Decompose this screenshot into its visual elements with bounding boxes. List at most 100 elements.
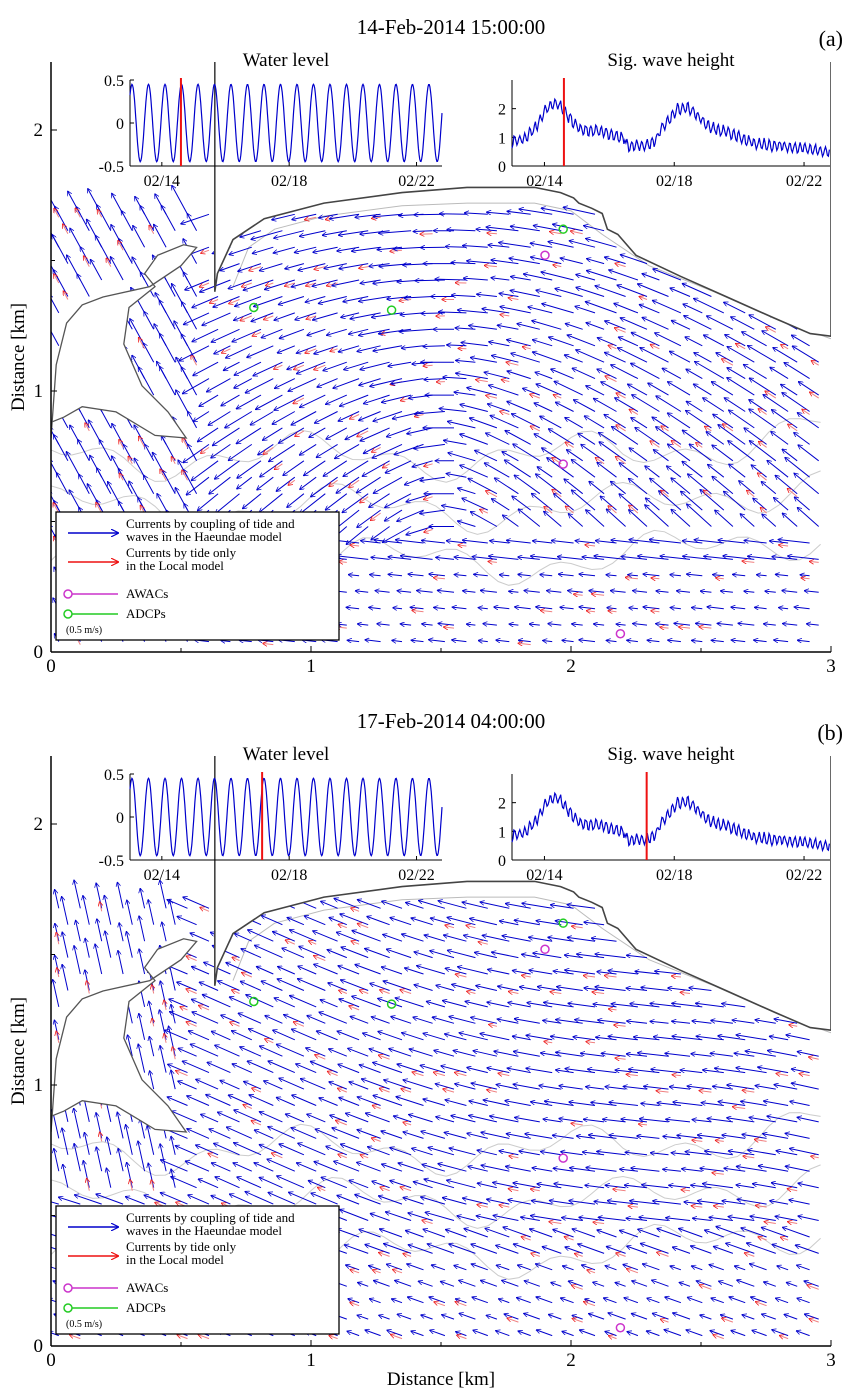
- current-vector: [193, 361, 219, 375]
- current-vector: [553, 1168, 574, 1172]
- tide-vector: [614, 1025, 626, 1026]
- current-vector: [58, 1197, 81, 1205]
- current-vector: [647, 1298, 660, 1304]
- current-vector: [473, 1051, 498, 1057]
- current-vector: [798, 1183, 819, 1189]
- current-vector: [446, 474, 467, 478]
- current-vector: [397, 509, 424, 521]
- tide-vector: [336, 1120, 347, 1126]
- current-vector: [391, 378, 424, 384]
- current-vector: [414, 411, 445, 415]
- current-vector: [394, 443, 424, 454]
- current-vector: [338, 345, 360, 352]
- current-vector: [536, 1330, 553, 1337]
- current-vector: [579, 607, 596, 609]
- tide-vector: [351, 908, 360, 911]
- current-vector: [390, 1181, 412, 1189]
- tide-vector: [522, 975, 531, 977]
- current-vector: [352, 246, 381, 251]
- current-vector: [576, 350, 605, 363]
- current-vector: [744, 428, 767, 445]
- current-vector: [717, 623, 733, 625]
- tide-vector: [699, 627, 712, 628]
- current-vector: [710, 1053, 733, 1057]
- current-vector: [490, 415, 519, 429]
- y-tick-label: 0: [34, 642, 44, 663]
- current-vector: [435, 1084, 455, 1090]
- current-vector: [482, 309, 510, 314]
- current-vector: [470, 919, 498, 926]
- tide-vector: [692, 1140, 703, 1141]
- current-vector: [513, 1084, 540, 1090]
- awac-station: [558, 459, 568, 469]
- current-vector: [412, 1148, 433, 1156]
- current-vector: [332, 279, 360, 286]
- current-vector: [672, 1247, 691, 1254]
- current-vector: [426, 1001, 446, 1008]
- tide-vector: [531, 1253, 540, 1256]
- tide-vector: [499, 1205, 510, 1207]
- current-vector: [339, 999, 360, 1008]
- current-vector: [533, 541, 553, 543]
- current-vector: [54, 1149, 60, 1172]
- current-vector: [502, 936, 531, 942]
- current-vector: [267, 1159, 295, 1172]
- current-vector: [467, 261, 497, 265]
- current-vector: [514, 475, 541, 495]
- current-vector: [523, 274, 553, 281]
- current-vector: [618, 348, 648, 363]
- current-vector: [588, 1069, 617, 1074]
- current-vector: [97, 919, 103, 942]
- tide-vector: [288, 479, 296, 485]
- current-vector: [240, 1047, 262, 1057]
- current-vector: [402, 934, 424, 942]
- current-vector: [297, 361, 326, 374]
- current-vector: [781, 384, 798, 396]
- tide-vector: [199, 282, 210, 287]
- current-vector: [445, 1100, 467, 1106]
- current-vector: [692, 1021, 712, 1023]
- tide-vector: [199, 1005, 210, 1011]
- current-vector: [70, 425, 81, 445]
- current-vector: [237, 460, 262, 478]
- current-vector: [605, 321, 626, 330]
- current-vector: [682, 284, 712, 297]
- tide-vector: [530, 426, 541, 432]
- current-vector: [191, 999, 210, 1008]
- panel-label: (a): [819, 26, 843, 51]
- tide-vector: [434, 578, 445, 579]
- current-vector: [276, 1044, 305, 1057]
- current-vector: [769, 1036, 789, 1041]
- current-vector: [247, 1061, 274, 1074]
- current-vector: [85, 938, 90, 958]
- tide-vector: [615, 1058, 626, 1059]
- current-vector: [378, 1031, 403, 1041]
- current-vector: [758, 1067, 789, 1074]
- current-vector: [207, 1062, 231, 1074]
- current-vector: [373, 213, 403, 217]
- current-vector: [348, 575, 360, 576]
- current-vector: [673, 1102, 703, 1106]
- tide-vector: [608, 1009, 617, 1010]
- current-vector: [438, 1164, 467, 1172]
- current-vector: [463, 278, 488, 280]
- current-vector: [373, 345, 403, 351]
- current-vector: [67, 255, 81, 281]
- current-vector: [74, 880, 81, 909]
- tide-vector: [625, 577, 638, 578]
- current-vector: [462, 498, 489, 511]
- current-vector: [572, 1315, 583, 1320]
- current-vector: [358, 1283, 369, 1287]
- current-vector: [726, 1243, 755, 1254]
- current-vector: [365, 1245, 390, 1254]
- tide-vector: [318, 1187, 326, 1190]
- current-vector: [51, 295, 60, 314]
- current-vector: [571, 460, 596, 478]
- tide-vector: [760, 508, 767, 514]
- current-vector: [597, 369, 617, 380]
- current-vector: [509, 591, 519, 592]
- current-vector: [259, 1112, 283, 1123]
- tide-vector: [540, 610, 553, 611]
- current-vector: [321, 1177, 347, 1189]
- current-vector: [491, 260, 519, 265]
